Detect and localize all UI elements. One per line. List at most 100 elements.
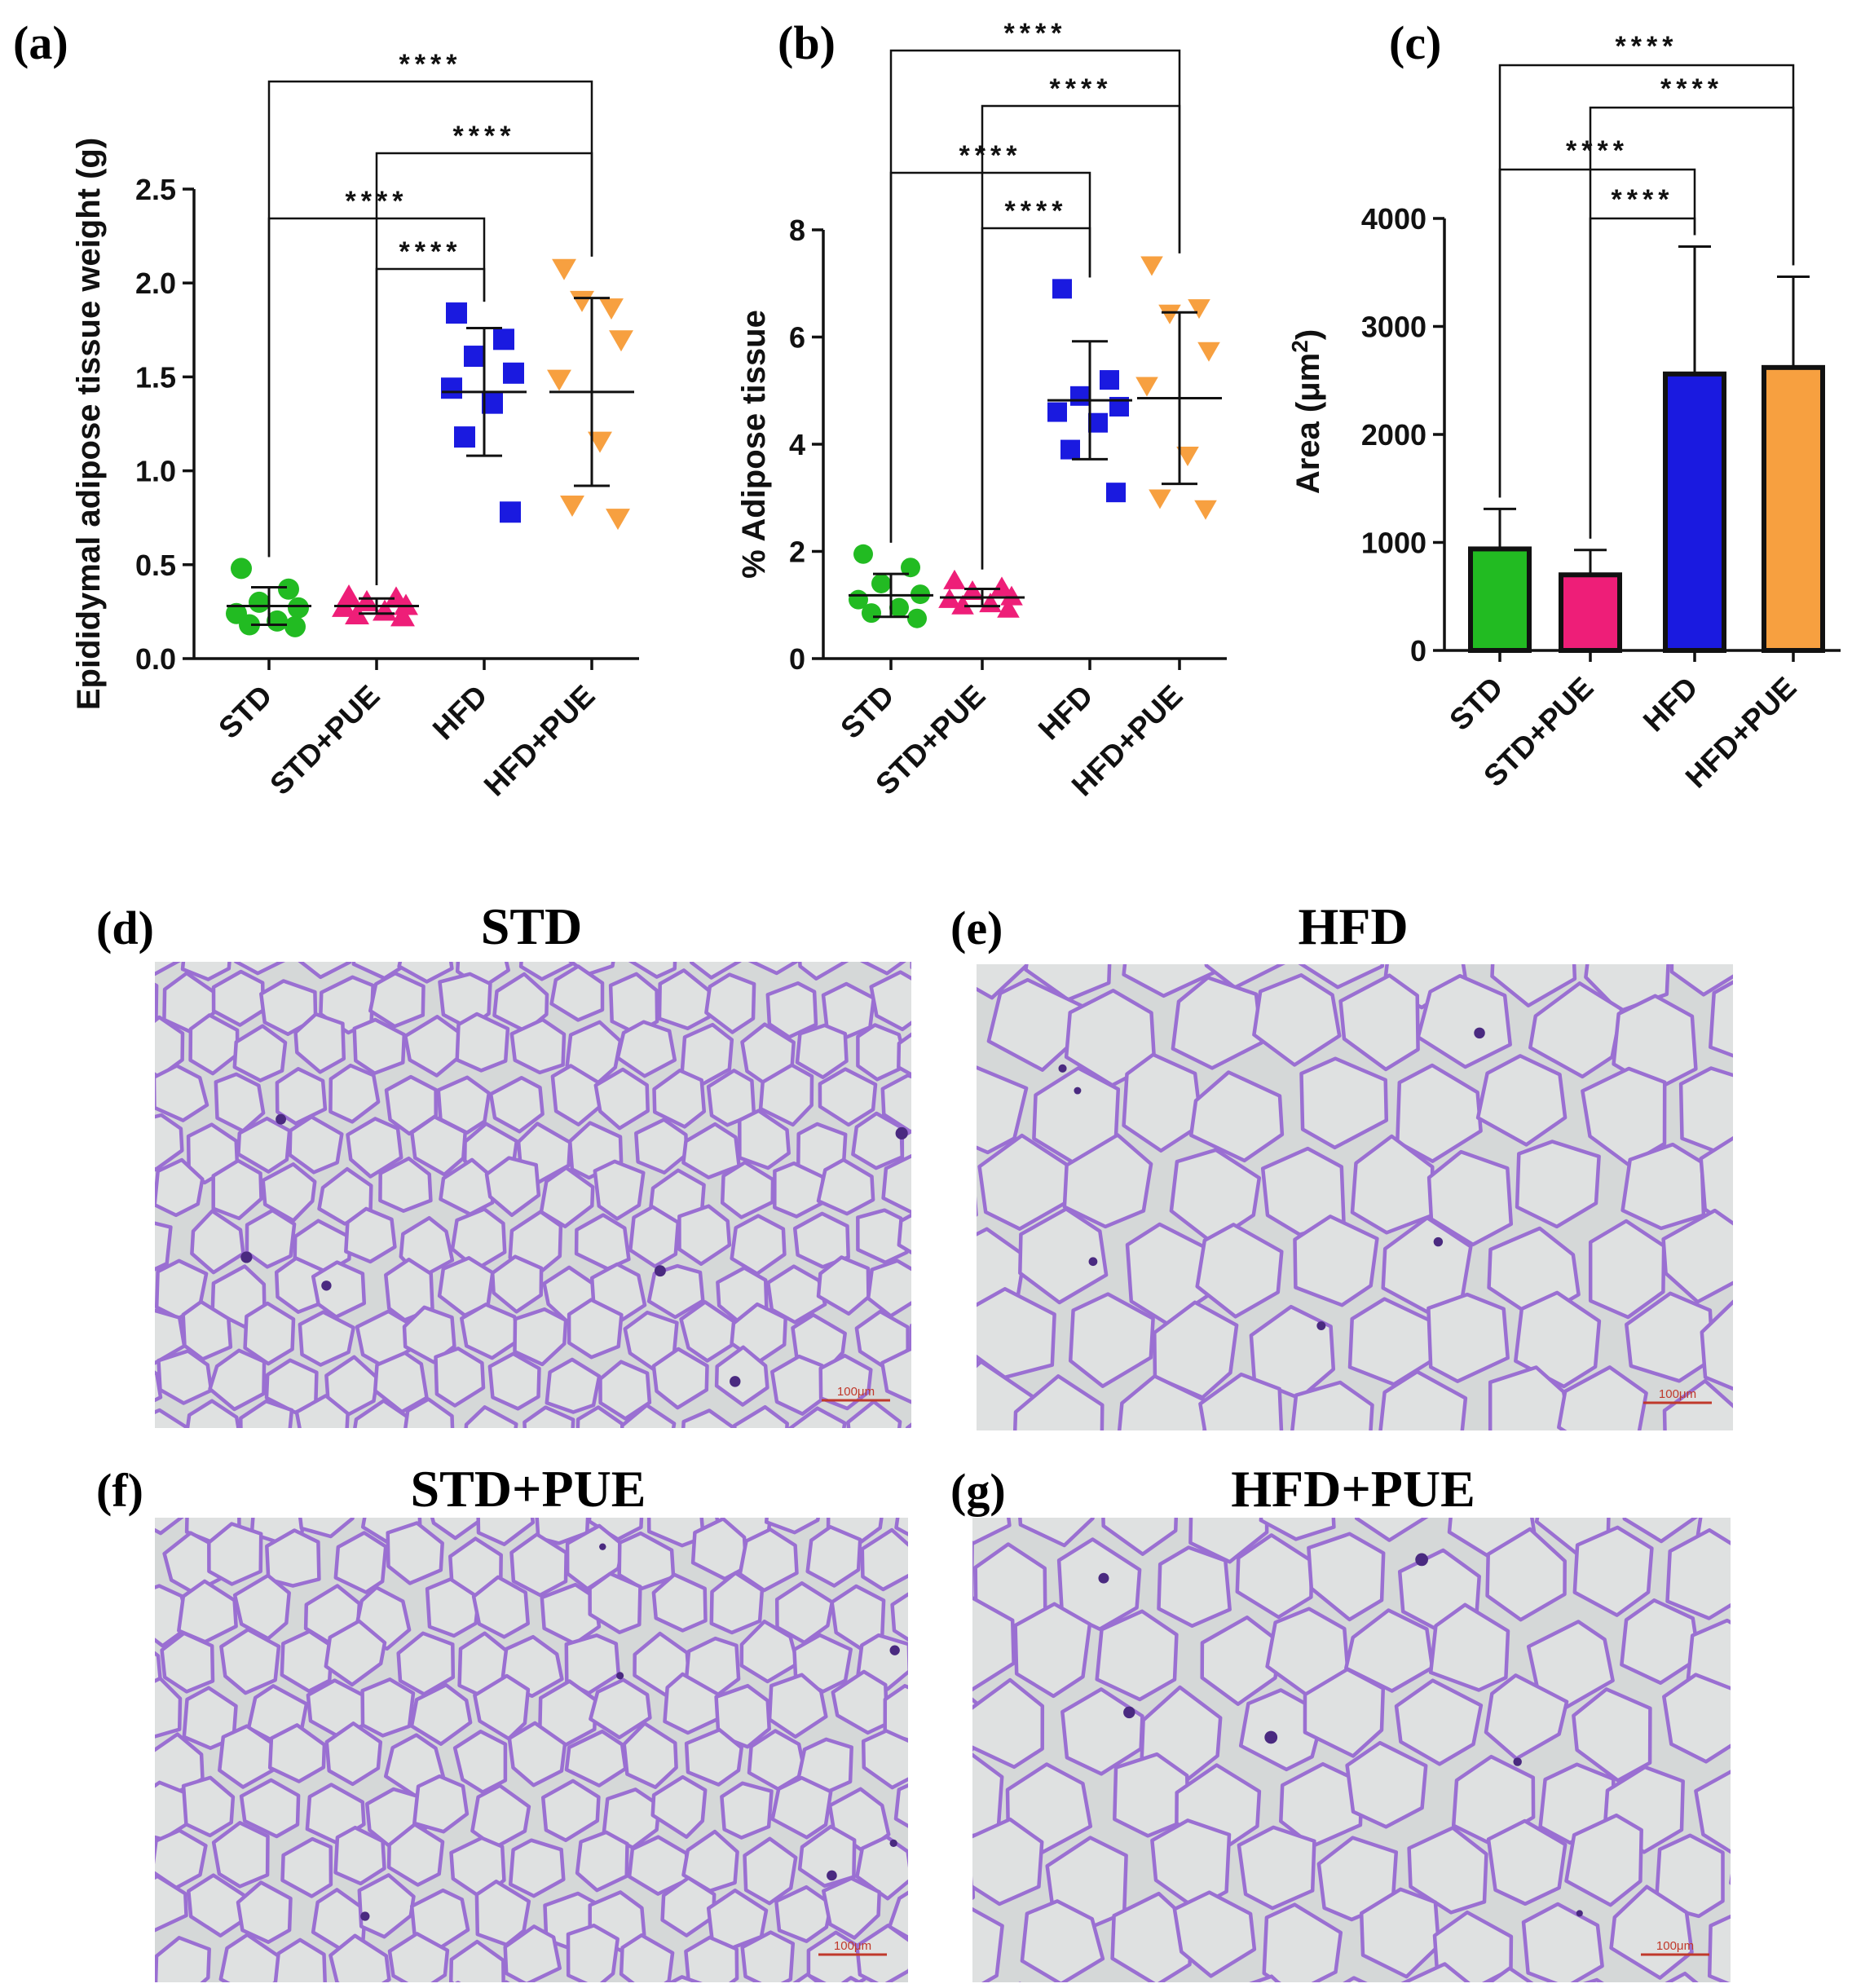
adipocyte-cell	[916, 1726, 969, 1786]
data-point	[588, 431, 612, 453]
adipocyte-cell	[617, 1531, 676, 1590]
adipocyte-cell	[70, 1575, 124, 1637]
adipocyte-cell	[740, 1930, 796, 1982]
scale-bar-label: 100μm	[837, 1385, 875, 1399]
data-point	[871, 573, 891, 593]
data-point	[1176, 446, 1199, 466]
adipocyte-cell	[329, 1063, 381, 1124]
adipocyte-cell	[1557, 1365, 1648, 1430]
adipocyte-cell	[180, 962, 231, 981]
nucleus	[1088, 1257, 1098, 1267]
adipocyte-cell	[1018, 1206, 1109, 1305]
adipocyte-cell	[1669, 964, 1733, 997]
adipocyte-cell	[1338, 973, 1420, 1072]
adipocyte-cell	[1345, 1740, 1428, 1829]
adipocyte-cell	[1113, 1752, 1190, 1838]
adipocyte-cell	[840, 1976, 863, 1982]
adipocyte-cell	[1426, 1149, 1514, 1247]
adipocyte-cell	[888, 1890, 908, 1940]
adipocyte-cell	[387, 1932, 450, 1982]
x-tick-label-b: HFD	[1032, 679, 1100, 747]
significance-label-c: ****	[1660, 73, 1723, 104]
adipocyte-cell	[651, 1572, 708, 1633]
adipocyte-cell	[1394, 1678, 1484, 1766]
significance-bracket-b	[889, 49, 1181, 543]
adipocyte-cell	[589, 1677, 652, 1739]
significance-bracket-b	[981, 104, 1181, 570]
adipocyte-cell	[503, 1980, 510, 1982]
adipocyte-cell	[663, 1672, 720, 1735]
panel-label-c: (c)	[1389, 16, 1441, 69]
significance-label-b: ****	[1005, 196, 1068, 227]
data-point	[390, 605, 415, 627]
adipocyte-cell	[1350, 1134, 1435, 1235]
scale-bar-label: 100μm	[834, 1939, 871, 1953]
adipocyte-cell	[1172, 1890, 1257, 1978]
data-point	[1140, 256, 1163, 276]
adipocyte-cell	[384, 1074, 438, 1136]
significance-label-c: ****	[1612, 184, 1674, 215]
cell-membranes	[70, 1437, 969, 1982]
cell-membranes	[977, 828, 1800, 1550]
adipocyte-cell	[821, 885, 870, 944]
nucleus	[360, 1911, 370, 1921]
adipocyte-cell	[738, 1527, 799, 1593]
adipocyte-cell	[681, 1122, 741, 1179]
adipocyte-cell	[818, 1067, 878, 1127]
data-point	[441, 377, 462, 399]
adipocyte-cell	[657, 883, 708, 943]
adipocyte-cell	[869, 970, 911, 1032]
y-tick-label-a: 2.0	[135, 267, 176, 300]
adipocyte-cell	[324, 1619, 387, 1687]
significance-label-a: ****	[453, 121, 516, 152]
adipocyte-cell	[452, 1730, 508, 1794]
significance-bracket-a	[267, 217, 486, 558]
adipocyte-cell	[217, 877, 274, 932]
adipocyte-cell	[1198, 1372, 1284, 1430]
nucleus	[1098, 1572, 1109, 1584]
adipocyte-cell	[622, 1721, 678, 1789]
nucleus	[1474, 1027, 1485, 1039]
data-point	[267, 610, 288, 632]
y-tick-label-c: 0	[1410, 634, 1426, 668]
adipocyte-cell	[157, 1349, 214, 1405]
adipocyte-cell	[181, 1299, 233, 1361]
nucleus	[599, 1543, 606, 1550]
adipocyte-cell	[464, 1405, 518, 1428]
adipocyte-cell	[1426, 1292, 1510, 1383]
adipocyte-cell	[1721, 1456, 1800, 1550]
adipocyte-cell	[71, 1119, 117, 1175]
adipocyte-cell	[98, 1154, 149, 1213]
adipocyte-cell	[153, 1437, 205, 1498]
adipocyte-cell	[160, 1631, 215, 1694]
adipocyte-cell	[1400, 1962, 1471, 1982]
adipocyte-cell	[758, 1063, 814, 1127]
adipocyte-cell	[549, 964, 605, 1022]
adipocyte-cell	[352, 1017, 407, 1075]
adipocyte-cell	[1622, 1518, 1699, 1544]
adipocyte-cell	[208, 1348, 267, 1412]
adipocyte-cell	[712, 881, 765, 936]
adipocyte-cell	[881, 1153, 911, 1214]
scale-bar-label: 100μm	[1656, 1939, 1694, 1953]
adipocyte-cell	[684, 1935, 739, 1982]
adipocyte-cell	[747, 962, 799, 976]
adipocyte-cell	[1262, 1902, 1343, 1982]
significance-bracket-b	[981, 227, 1091, 570]
adipocyte-cell	[68, 1310, 121, 1364]
significance-label-c: ****	[1566, 135, 1629, 166]
data-point	[345, 603, 369, 625]
adipocyte-cell	[239, 1399, 294, 1428]
y-tick-label-a: 1.5	[135, 360, 176, 394]
adipocyte-cell	[714, 1683, 771, 1749]
adipocyte-cell	[182, 1686, 238, 1750]
adipocyte-cell	[1012, 1374, 1105, 1430]
adipocyte-cell	[471, 1575, 530, 1639]
adipocyte-cell	[1237, 1825, 1316, 1911]
adipocyte-cell	[484, 1156, 541, 1218]
adipocyte-cell	[1622, 828, 1704, 924]
adipocyte-cell	[1528, 981, 1624, 1079]
data-point	[1000, 585, 1023, 606]
data-point	[231, 558, 252, 580]
adipocyte-cell	[513, 1307, 568, 1367]
